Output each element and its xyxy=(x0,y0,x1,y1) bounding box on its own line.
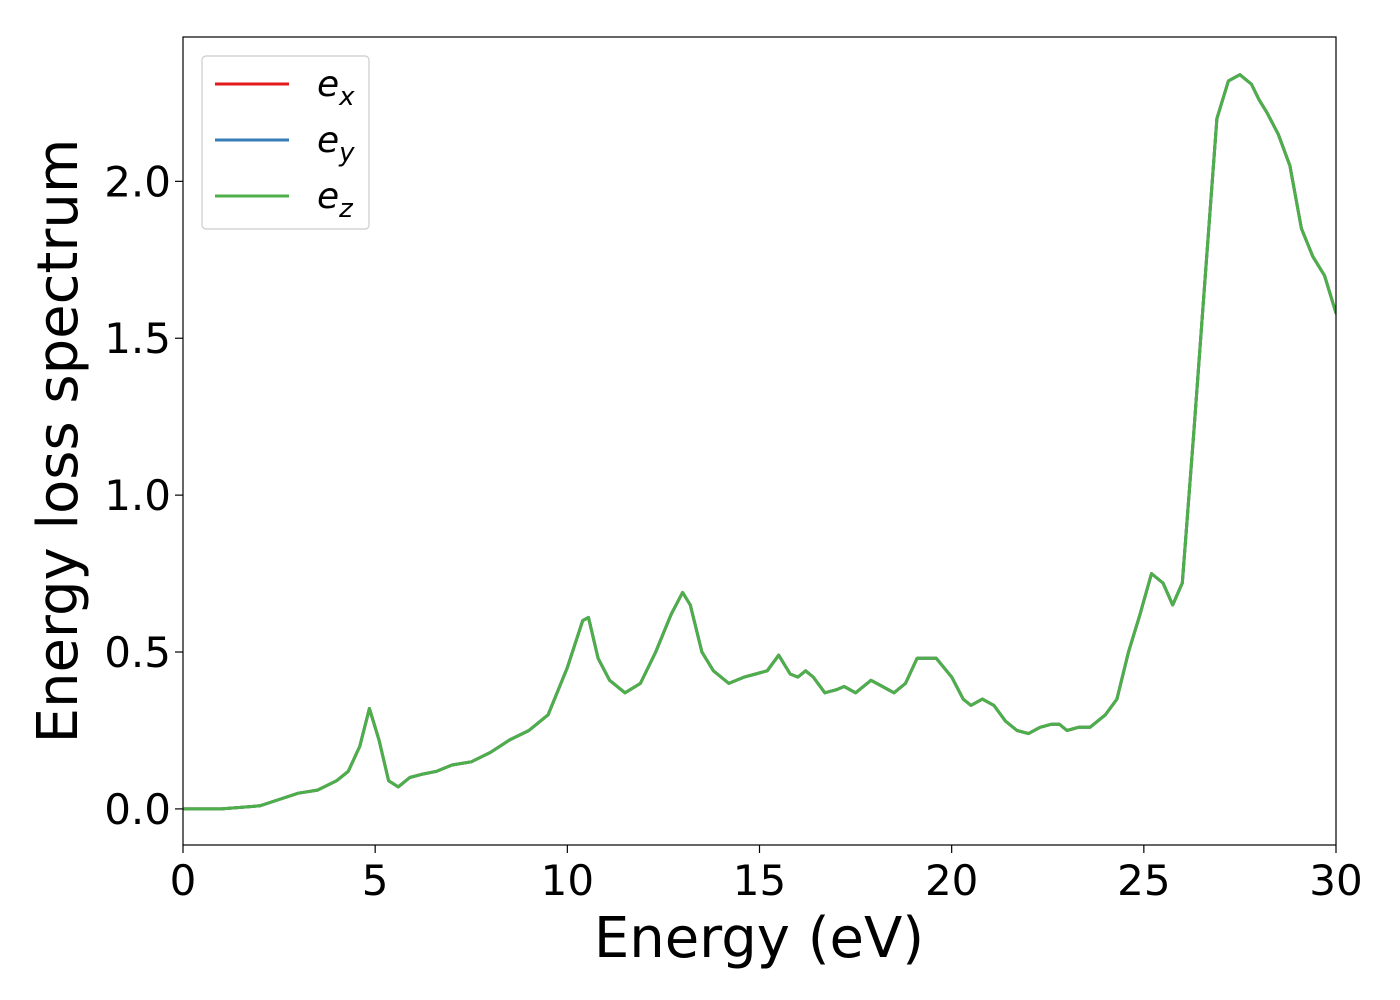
x-tick-label: 30 xyxy=(1309,856,1362,905)
y-tick-label: 1.5 xyxy=(104,314,171,363)
y-tick-label: 1.0 xyxy=(104,471,171,520)
x-axis-ticks: 0 5 10 15 20 25 30 xyxy=(170,845,1363,905)
legend-label-e-x: ex xyxy=(317,64,355,112)
x-tick-label: 5 xyxy=(362,856,389,905)
x-tick-label: 25 xyxy=(1117,856,1170,905)
x-axis-label: Energy (eV) xyxy=(594,906,924,971)
x-tick-label: 20 xyxy=(925,856,978,905)
y-tick-label: 0.5 xyxy=(104,628,171,677)
x-tick-label: 15 xyxy=(733,856,786,905)
legend-label-e-z: ez xyxy=(317,176,354,224)
y-tick-label: 0.0 xyxy=(104,785,171,834)
series-line-e-z xyxy=(183,73,1336,811)
x-tick-label: 10 xyxy=(541,856,594,905)
legend-box xyxy=(201,55,370,230)
y-axis-label: Energy loss spectrum xyxy=(26,139,91,744)
legend-label-e-y: ey xyxy=(317,120,355,168)
y-tick-label: 2.0 xyxy=(104,157,171,206)
y-axis-ticks: 0.0 0.5 1.0 1.5 2.0 xyxy=(104,157,183,834)
legend: ex ey ez xyxy=(201,55,370,230)
series-lines xyxy=(183,73,1336,811)
x-tick-label: 0 xyxy=(170,856,197,905)
